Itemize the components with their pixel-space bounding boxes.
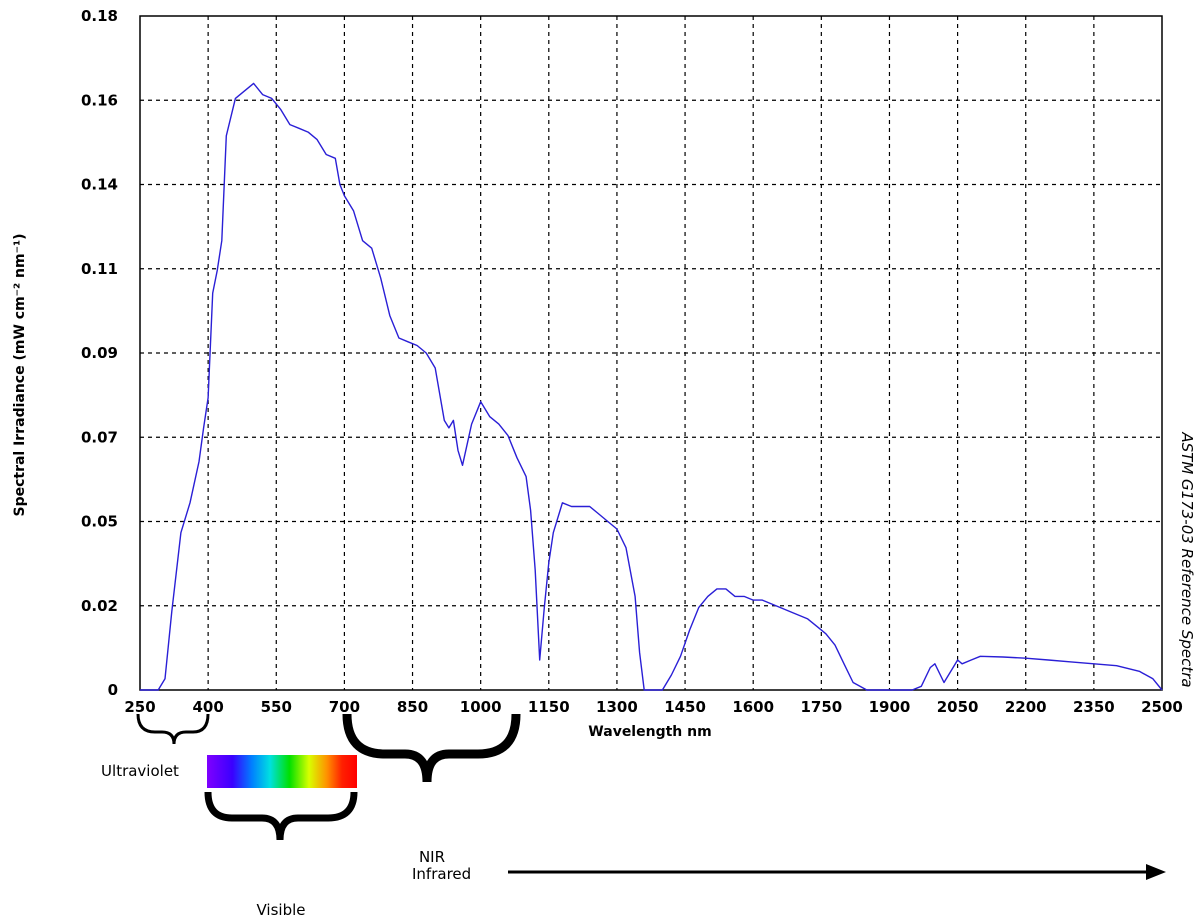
nir-label: NIR xyxy=(419,848,445,866)
x-tick-label: 2200 xyxy=(1005,698,1047,716)
infrared-annotation: Infrared xyxy=(412,864,1166,883)
visible-annotation: Visible xyxy=(204,791,358,919)
y-tick-label: 0.05 xyxy=(81,513,118,531)
x-tick-label: 1450 xyxy=(664,698,706,716)
ultraviolet-label: Ultraviolet xyxy=(101,762,179,780)
y-tick-label: 0 xyxy=(108,681,118,699)
x-tick-labels: 250 400 550 700 850 1000 1150 1300 1450 1600 1750 1… xyxy=(124,698,1183,716)
x-tick-label: 400 xyxy=(192,698,223,716)
ultraviolet-brace xyxy=(136,713,210,745)
x-tick-label: 550 xyxy=(261,698,292,716)
nir-annotation: NIR xyxy=(342,713,521,866)
x-tick-label: 1000 xyxy=(460,698,502,716)
series-group xyxy=(140,82,1163,691)
x-axis-title: Wavelength nm xyxy=(588,724,711,740)
x-tick-label: 2350 xyxy=(1073,698,1115,716)
infrared-arrow-head xyxy=(1146,864,1166,880)
x-tick-label: 1600 xyxy=(732,698,774,716)
x-tick-label: 2050 xyxy=(937,698,979,716)
x-tick-label: 1150 xyxy=(528,698,570,716)
y-tick-label: 0.11 xyxy=(81,260,118,278)
ultraviolet-annotation: Ultraviolet xyxy=(101,713,210,780)
reference-spectra-note: ASTM G173-03 Reference Spectra xyxy=(1178,431,1196,687)
nir-brace xyxy=(342,713,521,783)
visible-brace xyxy=(204,791,358,841)
x-tick-label: 1900 xyxy=(869,698,911,716)
y-tick-label: 0.07 xyxy=(81,428,118,446)
y-axis-title: Spectral Irradiance (mW cm⁻² nm⁻¹) xyxy=(12,233,28,516)
x-tick-label: 250 xyxy=(124,698,155,716)
y-tick-label: 0.18 xyxy=(81,7,118,25)
y-tick-label: 0.09 xyxy=(81,344,118,362)
visible-spectrum-bar xyxy=(207,755,357,788)
y-tick-label: 0.02 xyxy=(81,597,118,615)
grid-lines xyxy=(140,16,1162,690)
y-tick-label: 0.16 xyxy=(81,91,118,109)
visible-label: Visible xyxy=(257,901,306,919)
y-tick-labels: 0 0.02 0.05 0.07 0.09 0.11 0.14 0.16 0.18 xyxy=(81,7,118,699)
y-tick-label: 0.14 xyxy=(81,176,118,194)
spectrum-line xyxy=(140,82,1163,691)
x-tick-label: 700 xyxy=(329,698,360,716)
x-tick-label: 1750 xyxy=(800,698,842,716)
x-tick-label: 1300 xyxy=(596,698,638,716)
infrared-label: Infrared xyxy=(412,865,471,883)
x-tick-label: 2500 xyxy=(1141,698,1183,716)
x-tick-label: 850 xyxy=(397,698,428,716)
